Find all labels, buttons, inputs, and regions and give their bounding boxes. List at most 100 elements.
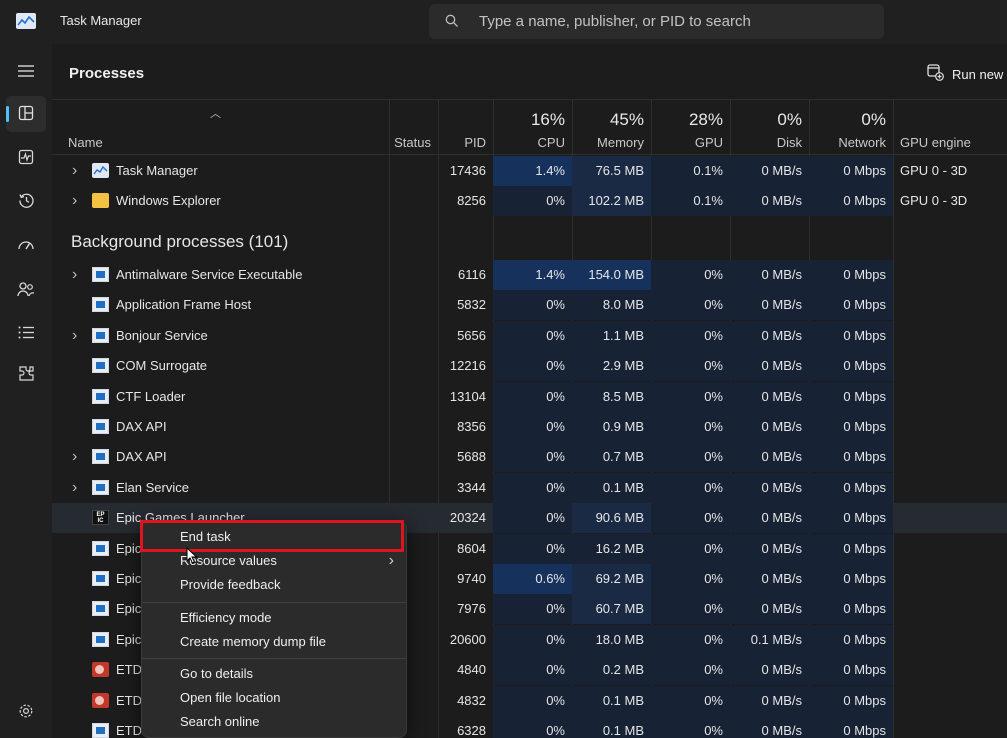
heat-cell-bg [809, 351, 893, 382]
nav-services[interactable] [6, 357, 46, 393]
table-row[interactable]: Epic 9740 0.6% 69.2 MB 0% 0 MB/s 0 Mbps [52, 564, 1007, 594]
cpu-cell: 0% [546, 601, 565, 617]
menu-item-end-task[interactable]: End task [142, 525, 406, 549]
table-row[interactable]: Application Frame Host 5832 0% 8.0 MB 0% 0 MB… [52, 290, 1007, 321]
heat-cell-bg [572, 290, 651, 321]
nav-details[interactable] [6, 316, 46, 352]
background-processes-group-title[interactable]: Background processes (101) [71, 232, 289, 251]
heat-cell-bg [651, 685, 730, 716]
menu-item-open-file-location[interactable]: Open file location [142, 686, 406, 710]
column-gpu-engine[interactable]: GPU engine [893, 100, 1007, 154]
run-new-task-icon [927, 64, 944, 84]
table-row[interactable]: CTF Loader 13104 0% 8.5 MB 0% 0 MB/s 0 Mbps [52, 381, 1007, 412]
memory-cell: 0.9 MB [602, 419, 644, 434]
heat-cell-bg [730, 320, 809, 351]
heat-cell-bg [572, 594, 651, 625]
heat-cell-bg [493, 381, 572, 412]
nav-startup-apps[interactable] [6, 228, 46, 264]
table-row[interactable]: ETD 4832 0% 0.1 MB 0% 0 MB/s 0 Mbps [52, 685, 1007, 716]
pid-cell: 5688 [457, 449, 486, 465]
sort-caret-icon[interactable]: ︿ [210, 108, 221, 120]
column-gpu[interactable]: 28% GPU [651, 100, 730, 154]
column-disk[interactable]: 0% Disk [730, 100, 809, 154]
column-gpu-engine-label: GPU engine [900, 135, 971, 150]
nav-settings[interactable] [6, 694, 46, 730]
expand-chevron-icon[interactable]: › [72, 478, 78, 496]
heat-cell-bg [809, 716, 893, 738]
heat-cell-bg [572, 533, 651, 564]
heat-cell-bg [809, 624, 893, 655]
heat-cell-bg [572, 156, 651, 186]
pid-cell: 7976 [457, 601, 486, 617]
table-row[interactable]: › Task Manager 17436 1.4% 76.5 MB 0.1% 0 MB/s 0… [52, 156, 1007, 186]
cpu-cell: 0% [546, 419, 565, 434]
disk-cell: 0 MB/s [761, 358, 802, 374]
menu-item-go-to-details[interactable]: Go to details [142, 662, 406, 686]
process-name: Antimalware Service Executable [116, 267, 303, 282]
heat-cell-bg [809, 655, 893, 686]
column-name[interactable]: Name [52, 100, 389, 154]
table-row[interactable]: › Windows Explorer 8256 0% 102.2 MB 0.1% 0 MB/… [52, 186, 1007, 216]
heat-cell-bg [730, 412, 809, 442]
process-name: COM Surrogate [116, 358, 208, 374]
heat-cell-bg [809, 156, 893, 186]
menu-item-label: Search online [180, 714, 260, 729]
column-memory-label: Memory [597, 135, 644, 150]
table-row[interactable]: › DAX API 5688 0% 0.7 MB 0% 0 MB/s 0 Mbps [52, 442, 1007, 473]
hamburger-menu-icon[interactable] [6, 53, 46, 89]
heat-cell-bg [651, 351, 730, 382]
win-process-icon [92, 297, 109, 313]
table-row[interactable]: Epic 7976 0% 60.7 MB 0% 0 MB/s 0 Mbps [52, 594, 1007, 625]
menu-item-efficiency-mode[interactable]: Efficiency mode [142, 606, 406, 630]
column-network[interactable]: 0% Network [809, 100, 893, 154]
menu-item-create-memory-dump-file[interactable]: Create memory dump file [142, 630, 406, 654]
win-process-icon [92, 631, 109, 647]
heat-cell-bg [651, 186, 730, 216]
menu-item-resource-values[interactable]: Resource values › [142, 549, 406, 573]
menu-item-search-online[interactable]: Search online [142, 710, 406, 734]
table-row[interactable]: › Bonjour Service 5656 0% 1.1 MB 0% 0 MB/s 0 Mb… [52, 320, 1007, 351]
expand-chevron-icon[interactable]: › [72, 266, 78, 283]
disk-cell: 0 MB/s [761, 692, 802, 708]
expand-chevron-icon[interactable]: › [72, 192, 78, 209]
run-new-label: Run new [952, 66, 1004, 82]
heat-cell-bg [809, 564, 893, 594]
search-box[interactable] [429, 4, 884, 39]
pid-cell: 12216 [449, 358, 486, 374]
column-pid[interactable]: PID [438, 100, 493, 154]
pid-cell: 20324 [449, 510, 486, 526]
expand-chevron-icon[interactable]: › [72, 162, 78, 179]
table-row[interactable]: COM Surrogate 12216 0% 2.9 MB 0% 0 MB/s 0 Mbps [52, 351, 1007, 382]
nav-app-history[interactable] [6, 184, 46, 220]
run-new-task-button[interactable]: Run new [927, 62, 1003, 86]
table-row[interactable]: Epic 20600 0% 18.0 MB 0% 0.1 MB/s 0 Mbps [52, 624, 1007, 655]
pid-cell: 4840 [457, 662, 486, 678]
win-process-icon [92, 358, 109, 374]
memory-cell: 60.7 MB [595, 601, 644, 617]
gpu-cell: 0% [704, 692, 723, 708]
table-row[interactable]: ETD 6328 0% 0.1 MB 0% 0 MB/s 0 Mbps [52, 716, 1007, 738]
heat-cell-bg [809, 442, 893, 473]
column-memory[interactable]: 45% Memory [572, 100, 651, 154]
table-row[interactable]: ETD 4840 0% 0.2 MB 0% 0 MB/s 0 Mbps [52, 655, 1007, 686]
table-row[interactable]: Epic 8604 0% 16.2 MB 0% 0 MB/s 0 Mbps [52, 533, 1007, 564]
search-input[interactable] [479, 4, 874, 39]
nav-users[interactable] [6, 272, 46, 308]
table-row[interactable]: DAX API 8356 0% 0.9 MB 0% 0 MB/s 0 Mbps [52, 412, 1007, 442]
heat-cell-bg [809, 533, 893, 564]
gpu-cell: 0% [704, 449, 723, 465]
process-name: Bonjour Service [116, 327, 208, 343]
gpu-cell: 0% [704, 267, 723, 282]
win-process-icon [92, 540, 109, 556]
nav-performance[interactable] [6, 140, 46, 176]
column-status[interactable]: Status [389, 100, 438, 154]
expand-chevron-icon[interactable]: › [72, 326, 78, 344]
process-name: CTF Loader [116, 388, 186, 404]
table-row[interactable]: › Antimalware Service Executable 6116 1.4% 1… [52, 260, 1007, 290]
etd-process-icon [92, 692, 109, 708]
expand-chevron-icon[interactable]: › [72, 448, 78, 466]
table-row[interactable]: › Elan Service 3344 0% 0.1 MB 0% 0 MB/s 0 Mbps [52, 472, 1007, 503]
nav-processes[interactable] [6, 96, 46, 132]
menu-item-provide-feedback[interactable]: Provide feedback [142, 573, 406, 597]
column-cpu[interactable]: 16% CPU [493, 100, 572, 154]
